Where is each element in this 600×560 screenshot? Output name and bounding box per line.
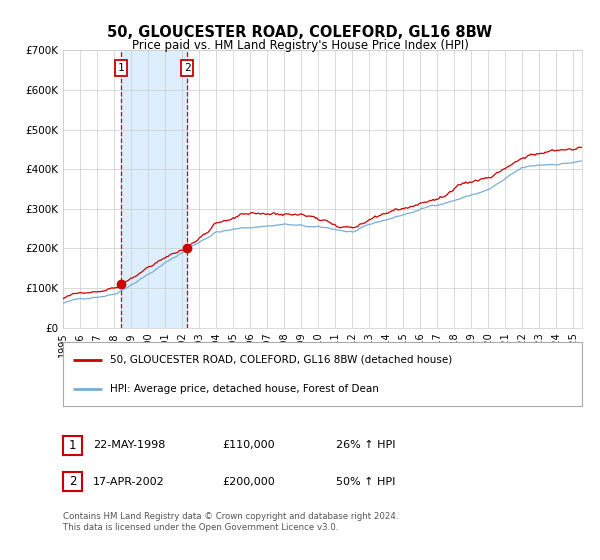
- Text: HPI: Average price, detached house, Forest of Dean: HPI: Average price, detached house, Fore…: [110, 384, 379, 394]
- Text: 50% ↑ HPI: 50% ↑ HPI: [336, 477, 395, 487]
- Text: 2: 2: [69, 475, 76, 488]
- Text: £200,000: £200,000: [222, 477, 275, 487]
- Text: 50, GLOUCESTER ROAD, COLEFORD, GL16 8BW: 50, GLOUCESTER ROAD, COLEFORD, GL16 8BW: [107, 25, 493, 40]
- Text: Price paid vs. HM Land Registry's House Price Index (HPI): Price paid vs. HM Land Registry's House …: [131, 39, 469, 52]
- Text: 22-MAY-1998: 22-MAY-1998: [93, 440, 166, 450]
- Text: £110,000: £110,000: [222, 440, 275, 450]
- Bar: [121, 50, 187, 328]
- Text: 2: 2: [184, 63, 190, 73]
- Text: 50, GLOUCESTER ROAD, COLEFORD, GL16 8BW (detached house): 50, GLOUCESTER ROAD, COLEFORD, GL16 8BW …: [110, 354, 452, 365]
- Text: 1: 1: [69, 438, 76, 452]
- Text: 17-APR-2002: 17-APR-2002: [93, 477, 165, 487]
- Text: Contains HM Land Registry data © Crown copyright and database right 2024.
This d: Contains HM Land Registry data © Crown c…: [63, 512, 398, 532]
- Text: 26% ↑ HPI: 26% ↑ HPI: [336, 440, 395, 450]
- Text: 1: 1: [118, 63, 124, 73]
